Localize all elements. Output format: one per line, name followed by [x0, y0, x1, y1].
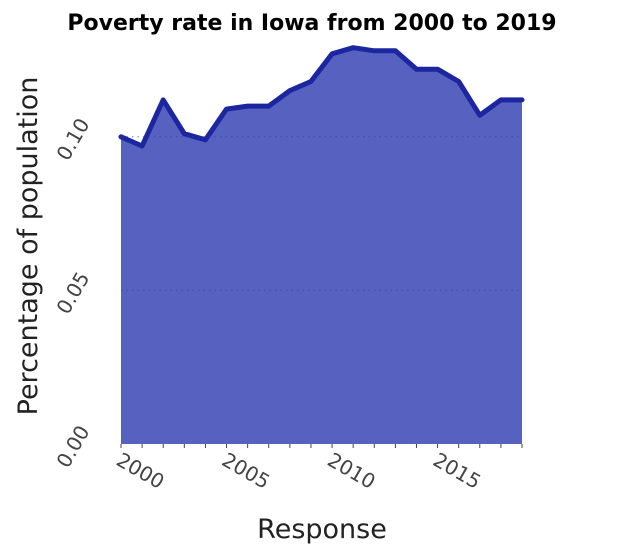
grid — [121, 136, 522, 291]
x-axis-label: Response — [257, 514, 387, 545]
x-tick-label: 2000 — [113, 448, 169, 494]
area-fill — [121, 47, 522, 444]
y-tick-label: 0.00 — [51, 421, 94, 472]
x-tick-label: 2010 — [324, 448, 380, 494]
y-tick-label: 0.05 — [51, 268, 94, 319]
series-line — [118, 45, 525, 149]
x-tick-label: 2015 — [429, 448, 485, 494]
y-tick-label: 0.10 — [51, 114, 94, 165]
plot-area — [118, 45, 525, 444]
chart-title: Poverty rate in Iowa from 2000 to 2019 — [67, 11, 556, 36]
x-tick-label: 2005 — [218, 448, 274, 494]
y-axis-label: Percentage of population — [13, 77, 44, 416]
